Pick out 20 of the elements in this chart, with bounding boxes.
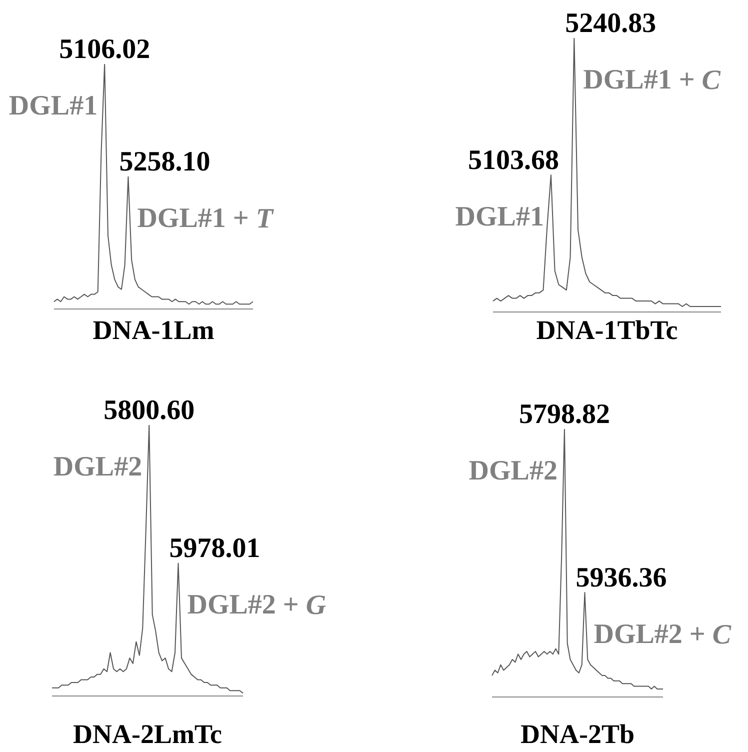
annotation: 5258.10 bbox=[119, 146, 210, 178]
x-axis-title: DNA-1TbTc bbox=[536, 315, 678, 345]
annotation: DGL#2 + G bbox=[187, 590, 326, 621]
annotation: 5978.01 bbox=[169, 533, 260, 564]
x-axis-title: DNA-1Lm bbox=[92, 315, 214, 345]
annotation: DGL#2 bbox=[468, 456, 558, 486]
annotation: DGL#1 + T bbox=[137, 203, 275, 234]
annotation: DGL#2 bbox=[53, 452, 142, 482]
annotation: DGL#1 bbox=[455, 202, 544, 232]
annotation: DGL#1 + C bbox=[583, 64, 721, 96]
annotation: 5798.82 bbox=[518, 399, 610, 430]
annotation: DGL#1 bbox=[8, 90, 98, 122]
annotation: DGL#2 + C bbox=[594, 618, 732, 650]
x-axis-title: DNA-2Tb bbox=[520, 719, 634, 749]
annotation: 5800.60 bbox=[104, 395, 195, 426]
annotation: 5936.36 bbox=[576, 562, 667, 594]
x-axis-title: DNA-2LmTc bbox=[72, 719, 222, 749]
annotation: 5106.02 bbox=[59, 34, 150, 65]
annotation: 5240.83 bbox=[565, 8, 656, 39]
annotation: 5103.68 bbox=[468, 145, 559, 176]
